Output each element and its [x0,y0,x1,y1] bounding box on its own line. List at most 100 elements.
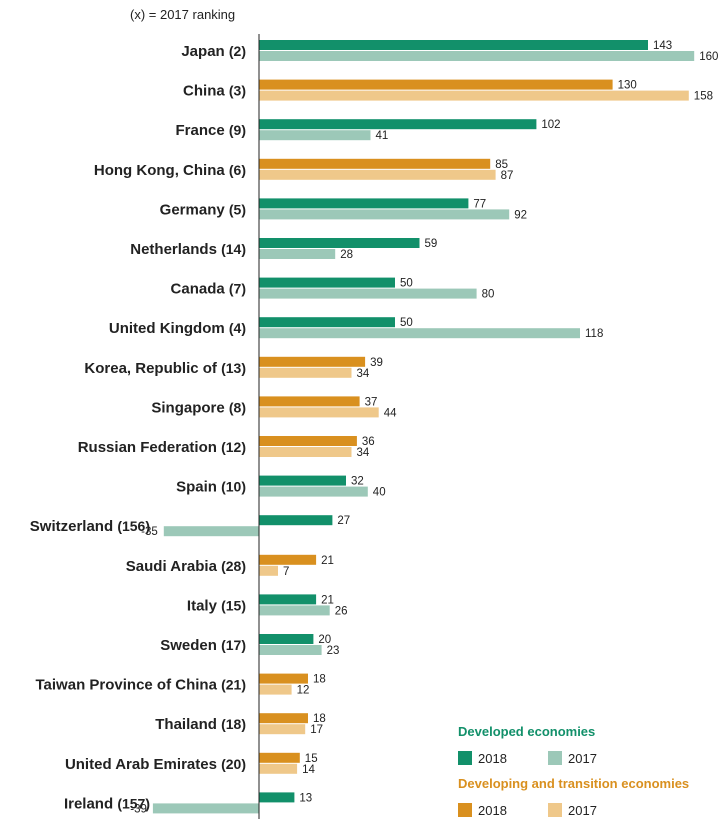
value-label-2017: 41 [376,130,389,142]
category-label: Netherlands (14) [130,241,246,258]
bar-2018 [259,79,613,90]
bar-2017 [259,51,695,61]
country-name: Korea, Republic of [84,360,221,377]
country-name: Spain [176,479,221,496]
country-name: Switzerland [30,518,118,535]
category-label: Singapore (8) [151,399,246,416]
country-rank: (15) [221,597,246,613]
value-label-2018: 21 [321,594,334,606]
category-label: China (3) [183,83,246,100]
bar-2017 [152,803,259,814]
legend-group-title: Developing and transition economies [458,776,689,791]
bar-2017 [259,169,496,180]
category-label: Japan (2) [181,43,246,60]
value-label-2017: 160 [699,51,718,63]
country-rank: (7) [229,281,246,297]
country-name: France [176,122,229,139]
bar-2017 [259,763,298,774]
country-name: Thailand [155,716,221,733]
bar-2018 [259,317,395,328]
value-label-2018: 15 [305,753,318,765]
value-label-2017: -39 [130,803,147,815]
bar-2017 [163,526,259,537]
category-label: United Arab Emirates (20) [65,756,246,773]
value-label-2018: 39 [370,357,383,369]
value-label-2017: 14 [302,764,315,776]
value-label-2018: 50 [400,317,413,329]
bar-2017 [259,130,371,141]
country-rank: (2) [229,43,246,59]
bar-2018 [259,713,308,724]
category-label: Spain (10) [176,479,246,496]
bar-2018 [259,40,648,50]
legend-swatch-2017 [548,751,562,765]
value-label-2017: 158 [694,91,713,103]
bar-2018 [259,792,295,803]
country-name: Russian Federation [78,439,221,456]
bar-2017 [259,328,580,339]
bars-layer [152,40,695,814]
category-label: Switzerland (156) [30,518,150,535]
labels-layer: 143 160 Japan (2) 130 158 China (3) 102 41 Franc… [30,40,719,815]
category-label: Italy (15) [187,597,246,614]
bar-2017 [259,447,352,457]
value-label-2017: 80 [482,289,495,301]
value-label-2017: 7 [283,566,289,578]
value-label-2018: 18 [313,674,326,686]
value-label-2017: -35 [141,526,158,538]
bar-2018 [259,238,420,248]
country-name: Sweden [160,637,221,654]
value-label-2017: 44 [384,407,397,419]
value-label-2018: 27 [337,515,350,527]
legend-group-title: Developed economies [458,724,595,739]
category-label: Ireland (157) [64,795,150,812]
value-label-2018: 20 [318,634,331,646]
country-rank: (156) [117,518,150,534]
legend-swatch-2018 [458,803,472,817]
country-name: Taiwan Province of China [36,677,222,694]
country-name: Saudi Arabia [126,558,221,575]
bar-2018 [259,158,491,169]
bar-2017 [259,724,306,735]
category-label: Taiwan Province of China (21) [36,677,247,694]
category-label: France (9) [176,122,246,139]
bar-2018 [259,119,537,130]
country-rank: (13) [221,360,246,376]
value-label-2018: 37 [365,396,378,408]
bar-2018 [259,475,346,486]
legend-label-2017: 2017 [568,803,597,818]
value-label-2017: 34 [357,447,370,459]
country-name: Canada [171,281,229,298]
country-name: United Arab Emirates [65,756,221,773]
country-name: China [183,83,229,100]
country-rank: (28) [221,558,246,574]
country-rank: (5) [229,201,246,217]
country-name: United Kingdom [109,320,229,337]
country-rank: (157) [117,795,150,811]
bar-2017 [259,209,510,220]
value-label-2018: 85 [495,159,508,171]
country-rank: (4) [229,320,246,336]
value-label-2017: 40 [373,487,386,499]
country-rank: (18) [221,716,246,732]
value-label-2017: 118 [585,328,603,340]
value-label-2018: 18 [313,713,326,725]
country-rank: (3) [229,83,246,99]
country-rank: (14) [221,241,246,257]
country-name: Ireland [64,795,117,812]
bar-2018 [259,634,314,644]
value-label-2018: 13 [299,792,312,804]
category-label: Germany (5) [160,201,246,218]
legend-swatch-2018 [458,751,472,765]
bar-2018 [259,396,360,407]
bar-2018 [259,436,357,446]
legend-label-2017: 2017 [568,751,597,766]
country-name: Italy [187,597,221,614]
bar-2017 [259,288,477,299]
category-label: Korea, Republic of (13) [84,360,246,377]
value-label-2017: 28 [340,249,353,261]
legend-swatch-2017 [548,803,562,817]
country-name: Germany [160,201,229,218]
category-label: Sweden (17) [160,637,246,654]
